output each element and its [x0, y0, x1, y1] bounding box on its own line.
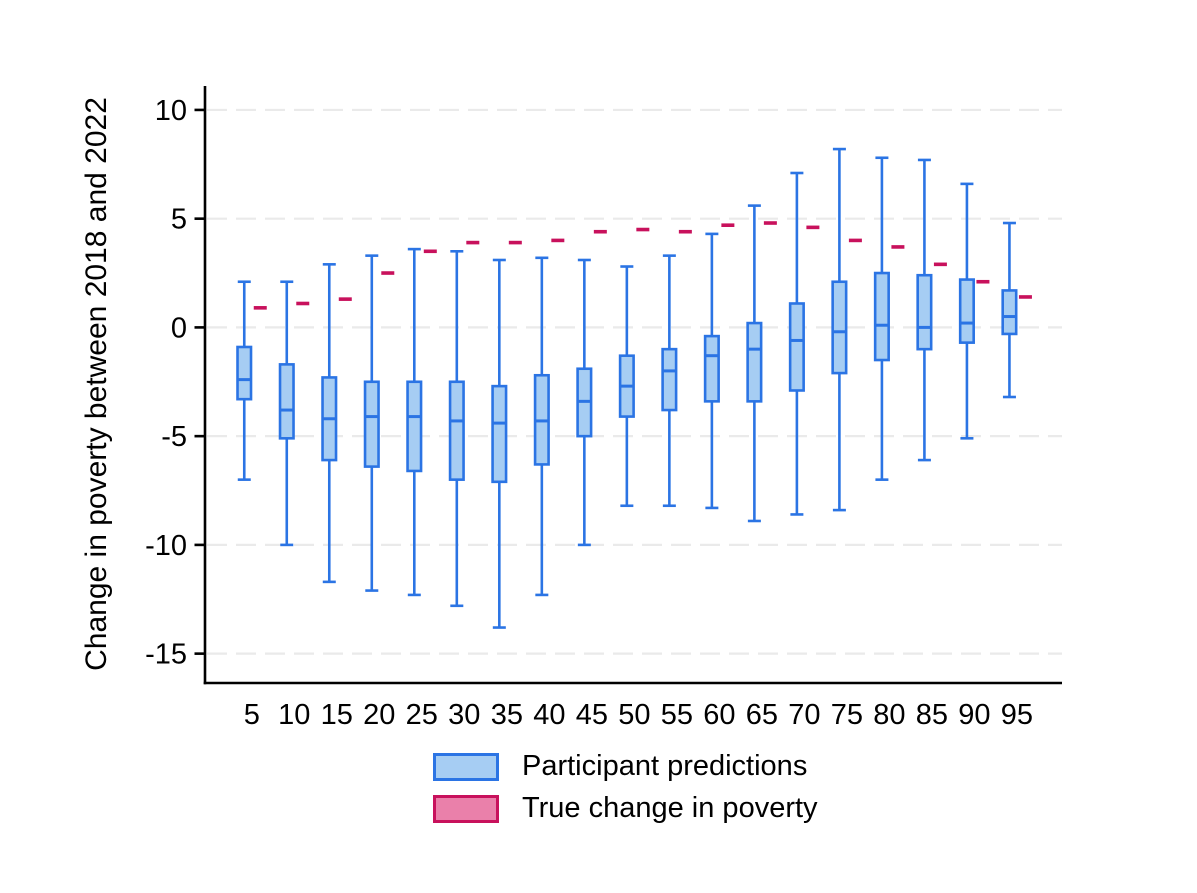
y-tick-label-10: 10: [155, 95, 187, 127]
box-95: [1001, 289, 1018, 336]
y-tick-label--15: -15: [145, 639, 187, 671]
x-tick-label-95: 95: [1001, 699, 1033, 731]
legend-item-participant-predictions: Participant predictions: [433, 752, 807, 781]
box-70: [788, 302, 805, 392]
box-30: [448, 380, 465, 481]
box-5: [236, 345, 253, 401]
x-tick-label-85: 85: [916, 699, 948, 731]
x-tick-label-70: 70: [788, 699, 820, 731]
true-change-swatch: [433, 794, 499, 823]
x-tick-label-80: 80: [873, 699, 905, 731]
box-65: [746, 321, 763, 403]
legend-item-true-change: True change in poverty: [433, 794, 818, 823]
box-80: [873, 271, 890, 362]
box-25: [406, 380, 423, 473]
box-35: [491, 384, 508, 484]
x-tick-label-15: 15: [321, 699, 353, 731]
x-tick-label-50: 50: [618, 699, 650, 731]
legend-label-participant-predictions: Participant predictions: [522, 750, 808, 782]
x-tick-label-65: 65: [746, 699, 778, 731]
box-20: [363, 380, 380, 468]
x-tick-label-5: 5: [244, 699, 260, 731]
y-axis-title: Change in poverty between 2018 and 2022: [80, 97, 113, 671]
x-tick-label-55: 55: [661, 699, 693, 731]
box-55: [661, 347, 678, 412]
legend-label-true-change: True change in poverty: [522, 792, 818, 824]
x-tick-label-20: 20: [363, 699, 395, 731]
x-tick-label-75: 75: [831, 699, 863, 731]
x-tick-label-10: 10: [278, 699, 310, 731]
x-tick-label-90: 90: [958, 699, 990, 731]
box-85: [916, 273, 933, 351]
y-tick-label-5: 5: [171, 204, 187, 236]
box-75: [831, 280, 848, 375]
box-90: [958, 278, 975, 344]
x-tick-label-25: 25: [406, 699, 438, 731]
box-10: [278, 363, 295, 440]
y-tick-label--5: -5: [161, 421, 187, 453]
box-60: [703, 334, 720, 403]
x-tick-label-45: 45: [576, 699, 608, 731]
x-tick-label-35: 35: [491, 699, 523, 731]
x-tick-label-30: 30: [448, 699, 480, 731]
y-tick-label--10: -10: [145, 530, 187, 562]
participant-predictions-swatch: [433, 752, 499, 781]
x-tick-label-60: 60: [703, 699, 735, 731]
x-tick-label-40: 40: [533, 699, 565, 731]
y-tick-label-0: 0: [171, 312, 187, 344]
